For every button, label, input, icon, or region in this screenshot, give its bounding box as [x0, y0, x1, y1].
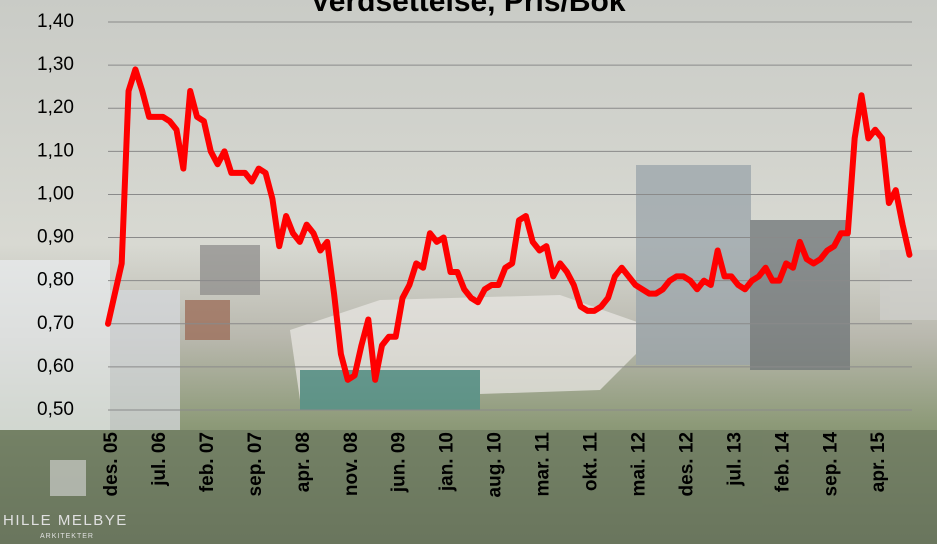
x-tick-label: sep. 14 [820, 432, 841, 497]
x-tick-label: mai. 12 [628, 432, 649, 496]
x-tick-label: apr. 15 [868, 432, 889, 493]
chart-title: Verdsettelse, Pris/Bok [310, 0, 625, 18]
x-tick-label: apr. 08 [293, 432, 314, 492]
chart: HILLE MELBYE ARKITEKTER Verdsettelse, Pr… [0, 0, 937, 544]
logo-text: HILLE MELBYE [3, 512, 128, 529]
y-tick-label: 0,60 [37, 356, 74, 377]
logo-subtext: ARKITEKTER [40, 533, 94, 540]
x-tick-label: nov. 08 [341, 432, 362, 496]
x-tick-label: mar. 11 [533, 432, 554, 497]
x-tick-label: okt. 11 [581, 432, 602, 492]
x-tick-label: jan. 10 [437, 432, 458, 492]
y-tick-label: 0,90 [37, 227, 74, 248]
y-tick-label: 1,00 [37, 183, 74, 204]
x-tick-label: aug. 10 [485, 432, 506, 497]
x-tick-label: jun. 09 [389, 432, 410, 493]
y-tick-label: 0,50 [37, 399, 74, 420]
y-tick-label: 1,40 [37, 11, 74, 32]
page: {"chart_data": {"type": "line", "title":… [0, 0, 937, 544]
logo-mark [50, 460, 86, 496]
x-tick-label: des. 05 [101, 432, 122, 497]
x-tick-label: feb. 07 [197, 432, 218, 492]
x-tick-label: des. 12 [676, 432, 697, 496]
y-tick-label: 0,70 [37, 313, 74, 334]
y-tick-label: 0,80 [37, 270, 74, 291]
x-tick-label: jul. 13 [724, 432, 745, 487]
y-tick-label: 1,10 [37, 140, 74, 161]
y-tick-label: 1,30 [37, 54, 74, 75]
x-tick-label: jul. 06 [149, 432, 170, 487]
x-tick-label: feb. 14 [772, 432, 793, 493]
y-tick-label: 1,20 [37, 97, 74, 118]
x-tick-label: sep. 07 [245, 432, 266, 496]
